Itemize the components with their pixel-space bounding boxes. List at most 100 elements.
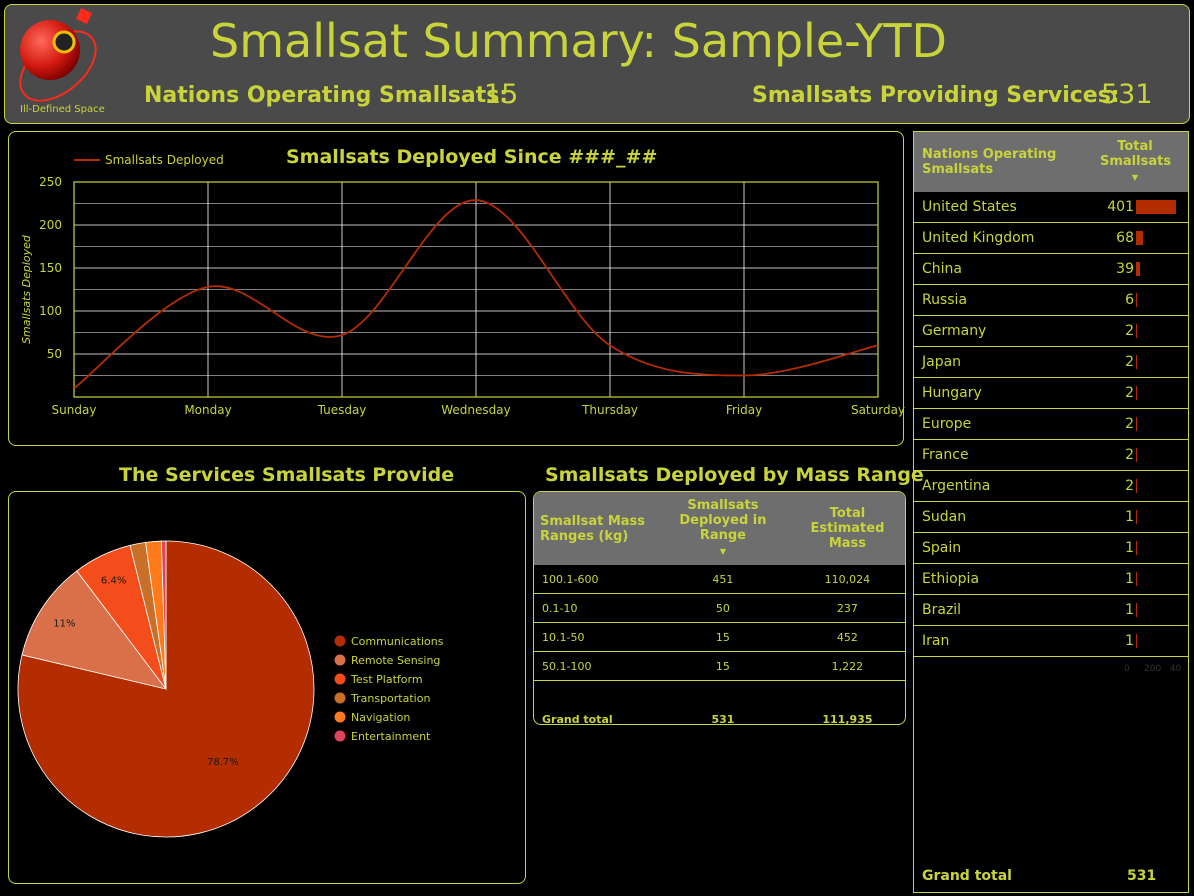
pie-chart: 78.7% 11% 6.4% Communications Remote Sensing… (17, 540, 444, 838)
bar (1136, 355, 1137, 369)
nation-name: Iran (914, 625, 1070, 657)
table-row[interactable]: Japan 2 (914, 346, 1188, 378)
table-cell: 452 (789, 622, 905, 652)
table-row[interactable]: China 39 (914, 253, 1188, 285)
table-cell: 0.1-10 (534, 593, 656, 623)
nation-name: Russia (914, 284, 1070, 316)
legend-label[interactable]: Transportation (350, 692, 430, 705)
table-cell: Grand total (542, 712, 613, 725)
sort-desc-icon: ▼ (719, 547, 726, 556)
legend-label: Smallsats Deployed (105, 153, 224, 167)
table-row[interactable]: Russia 6 (914, 284, 1188, 316)
x-tick-label: Monday (184, 403, 231, 417)
table-row[interactable]: Brazil 1 (914, 594, 1188, 626)
table-row[interactable]: Iran 1 (914, 625, 1188, 657)
y-axis-label: Smallsats Deployed (20, 234, 33, 344)
table-row[interactable]: Argentina 2 (914, 470, 1188, 502)
bar-cell (1134, 563, 1188, 595)
pie-slice-label: 78.7% (207, 757, 239, 768)
series-line (73, 199, 879, 390)
legend-label[interactable]: Navigation (351, 711, 410, 724)
mass-col-deployed[interactable]: Smallsats Deployed in Range ▼ (656, 492, 790, 565)
nations-col-total-label: Total Smallsats (1100, 139, 1172, 169)
bar-cell (1134, 439, 1188, 471)
nations-col-total[interactable]: Total Smallsats ▼ (1070, 132, 1188, 192)
mass-col-total-mass[interactable]: Total Estimated Mass (789, 492, 905, 565)
legend-label[interactable]: Remote Sensing (351, 654, 440, 667)
legend-swatch (334, 635, 346, 647)
nations-bar-axis: 0 200 40 (1124, 664, 1181, 674)
nation-name: Brazil (914, 594, 1070, 626)
grand-total-row: Grand total 531 111,935 (534, 705, 905, 725)
x-tick-label: Tuesday (317, 403, 367, 417)
nation-name: China (914, 253, 1070, 285)
nations-kpi-label: Nations Operating Smallsats: (144, 83, 509, 108)
nation-count: 1 (1070, 625, 1134, 657)
x-tick-label: Sunday (52, 403, 97, 417)
pie-slice-label: 6.4% (101, 576, 126, 587)
axis-tick: 40 (1169, 664, 1182, 674)
logo-icon (19, 8, 97, 102)
mass-table: Smallsat Mass Ranges (kg) Smallsats Depl… (534, 492, 905, 725)
table-row[interactable]: United States 401 (914, 192, 1188, 223)
nation-name: Spain (914, 532, 1070, 564)
legend-swatch (334, 711, 346, 723)
table-row[interactable]: 100.1-600 451 110,024 (534, 565, 905, 594)
table-row[interactable]: Germany 2 (914, 315, 1188, 347)
bar-cell (1134, 346, 1188, 378)
pie-slice-label: 11% (53, 619, 75, 630)
table-row[interactable]: United Kingdom 68 (914, 222, 1188, 254)
axis-tick: 0 (1124, 664, 1130, 674)
mass-col-range[interactable]: Smallsat Mass Ranges (kg) (534, 492, 656, 565)
table-row[interactable]: Hungary 2 (914, 377, 1188, 409)
bar (1136, 231, 1143, 245)
nation-count: 401 (1070, 192, 1134, 223)
bar (1136, 479, 1137, 493)
legend-swatch (334, 730, 346, 742)
nation-name: Hungary (914, 377, 1070, 409)
table-row[interactable]: Europe 2 (914, 408, 1188, 440)
nation-count: 2 (1070, 408, 1134, 440)
nations-col-country[interactable]: Nations Operating Smallsats (914, 132, 1070, 192)
table-row[interactable]: 10.1-50 15 452 (534, 622, 905, 652)
bar-cell (1134, 222, 1188, 254)
pie-slice[interactable] (160, 540, 167, 690)
bar-cell (1134, 192, 1188, 223)
legend-label[interactable]: Communications (351, 635, 444, 648)
nations-table: Nations Operating Smallsats Total Smalls… (914, 132, 1188, 657)
nation-count: 2 (1070, 377, 1134, 409)
nation-name: United States (914, 192, 1070, 223)
bar-cell (1134, 253, 1188, 285)
bar (1136, 293, 1137, 307)
bar (1136, 448, 1137, 462)
plot-frame (73, 181, 879, 398)
table-row[interactable]: Ethiopia 1 (914, 563, 1188, 595)
pie-slice[interactable] (21, 570, 167, 690)
table-row[interactable]: 0.1-10 50 237 (534, 593, 905, 623)
table-cell: 111,935 (822, 712, 873, 725)
table-row[interactable]: France 2 (914, 439, 1188, 471)
y-tick-label: 150 (39, 261, 62, 275)
nations-table-panel: Nations Operating Smallsats Total Smalls… (913, 131, 1189, 893)
table-cell: 10.1-50 (534, 622, 656, 652)
pie-chart-panel (8, 491, 526, 884)
bar (1136, 634, 1137, 648)
table-cell: 50 (656, 593, 790, 623)
table-row[interactable]: Sudan 1 (914, 501, 1188, 533)
nation-count: 39 (1070, 253, 1134, 285)
table-row[interactable]: Spain 1 (914, 532, 1188, 564)
nation-name: Sudan (914, 501, 1070, 533)
x-tick-label: Saturday (851, 403, 905, 417)
legend-label[interactable]: Entertainment (351, 730, 431, 743)
pie-chart-title: The Services Smallsats Provide (119, 464, 455, 486)
nation-name: Germany (914, 315, 1070, 347)
mass-table-panel: Smallsat Mass Ranges (kg) Smallsats Depl… (533, 491, 906, 725)
table-row[interactable]: 50.1-100 15 1,222 (534, 651, 905, 681)
nation-name: United Kingdom (914, 222, 1070, 254)
bar (1136, 386, 1137, 400)
table-cell: 110,024 (789, 565, 905, 594)
logo-caption: Ill-Defined Space (20, 104, 105, 115)
nation-name: Ethiopia (914, 563, 1070, 595)
legend-label[interactable]: Test Platform (350, 673, 423, 686)
table-cell: 237 (789, 593, 905, 623)
